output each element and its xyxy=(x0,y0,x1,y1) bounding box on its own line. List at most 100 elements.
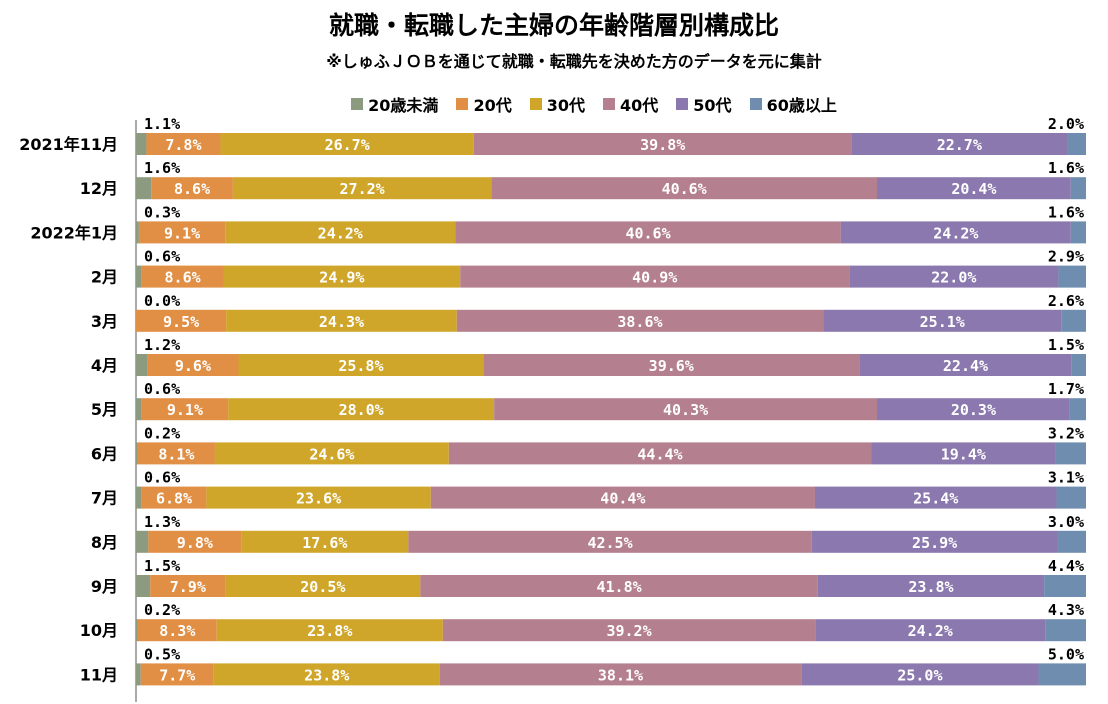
bar-segment xyxy=(483,354,860,376)
data-label: 0.2% xyxy=(144,601,180,619)
data-label: 23.8% xyxy=(307,622,352,640)
data-label: 2.9% xyxy=(1048,248,1084,266)
data-label: 2.0% xyxy=(1048,115,1084,133)
bar-segment xyxy=(220,133,474,155)
category-label: 3月 xyxy=(91,312,118,331)
category-label: 9月 xyxy=(91,577,118,596)
data-label: 38.6% xyxy=(617,313,662,331)
bar-segment xyxy=(1070,177,1086,200)
bar-segment xyxy=(456,309,824,332)
data-label: 1.5% xyxy=(1048,336,1084,354)
data-label: 9.8% xyxy=(177,534,213,552)
bar-segment xyxy=(238,354,484,376)
bar-segment xyxy=(136,575,151,597)
data-label: 40.4% xyxy=(600,490,645,508)
data-label: 3.1% xyxy=(1048,469,1084,487)
bar-segment xyxy=(877,398,1070,421)
bar-segment xyxy=(141,486,207,509)
category-label: 2月 xyxy=(91,268,118,287)
bar-segment xyxy=(136,486,142,509)
data-label: 9.5% xyxy=(163,313,199,331)
legend-label: 50代 xyxy=(693,96,732,115)
legend-label: 60歳以上 xyxy=(766,96,837,115)
bar-segment xyxy=(460,265,850,288)
data-label: 23.8% xyxy=(908,578,953,596)
legend-swatch xyxy=(676,98,689,110)
bar-segment xyxy=(1044,575,1086,597)
data-label: 4.3% xyxy=(1048,601,1084,619)
data-label: 0.6% xyxy=(144,248,180,266)
data-label: 24.9% xyxy=(319,269,364,287)
data-label: 44.4% xyxy=(637,445,682,463)
data-label: 1.6% xyxy=(1048,159,1084,177)
data-label: 17.6% xyxy=(302,534,347,552)
data-label: 20.5% xyxy=(300,578,345,596)
bar-segment xyxy=(851,133,1068,155)
bar-segment xyxy=(151,177,233,200)
data-label: 7.9% xyxy=(170,578,206,596)
legend-swatch xyxy=(603,98,615,110)
legend-swatch xyxy=(749,98,762,110)
bar-segment xyxy=(148,530,242,553)
data-label: 28.0% xyxy=(339,401,384,419)
bar-segment xyxy=(817,575,1045,597)
bar-segment xyxy=(1038,663,1086,686)
bar-segment xyxy=(137,619,217,642)
category-label: 8月 xyxy=(91,533,118,552)
category-label: 2022年1月 xyxy=(30,223,118,242)
bar-segment xyxy=(491,177,877,200)
data-label: 39.6% xyxy=(649,357,694,375)
bar-segment xyxy=(136,265,142,288)
data-label: 0.5% xyxy=(144,645,180,663)
data-label: 9.1% xyxy=(167,401,203,419)
bar-segment xyxy=(147,354,239,376)
data-label: 5.0% xyxy=(1048,645,1084,663)
bar-segment xyxy=(136,309,227,332)
legend: 20歳未満 20代 30代 40代 50代 60歳以上 xyxy=(0,92,1108,116)
bar-segment xyxy=(1055,442,1086,465)
bar-segment xyxy=(141,265,224,288)
data-label: 1.6% xyxy=(1048,203,1084,221)
data-label: 25.1% xyxy=(920,313,965,331)
data-label: 25.4% xyxy=(913,490,958,508)
chart-subtitle: ※しゅふＪＯＢを通じて就職・転職先を決めた方のデータを元に集計 xyxy=(326,52,822,71)
data-label: 23.6% xyxy=(296,490,341,508)
data-label: 3.0% xyxy=(1048,513,1084,531)
data-label: 1.7% xyxy=(1048,380,1084,398)
bar-segment xyxy=(1067,133,1086,155)
data-label: 24.6% xyxy=(309,445,354,463)
data-label: 0.3% xyxy=(144,203,180,221)
data-label: 25.9% xyxy=(912,534,957,552)
data-label: 7.7% xyxy=(159,666,195,684)
data-label: 6.8% xyxy=(156,490,192,508)
data-label: 42.5% xyxy=(587,534,632,552)
category-label: 10月 xyxy=(80,621,118,640)
legend-item: 20代 xyxy=(456,92,512,116)
data-label: 24.2% xyxy=(908,622,953,640)
data-label: 24.2% xyxy=(933,224,978,242)
bar-segment xyxy=(1069,398,1086,421)
legend-item: 60歳以上 xyxy=(749,92,837,116)
bar-segment xyxy=(1071,354,1086,376)
legend-item: 20歳未満 xyxy=(351,92,438,116)
data-label: 24.3% xyxy=(319,313,364,331)
legend-swatch xyxy=(456,98,469,110)
bar-segment xyxy=(136,663,141,686)
category-label: 11月 xyxy=(80,665,118,684)
bar-segment xyxy=(136,133,147,155)
data-label: 1.3% xyxy=(144,513,180,531)
legend-label: 20歳未満 xyxy=(368,96,439,115)
bar-segment xyxy=(206,486,431,509)
data-label: 1.6% xyxy=(144,159,180,177)
legend-item: 30代 xyxy=(529,92,585,116)
bar-segment xyxy=(225,575,421,597)
bar-segment xyxy=(150,575,226,597)
data-label: 39.8% xyxy=(640,136,685,154)
bar-segment xyxy=(494,398,877,421)
bar-segment xyxy=(877,177,1071,200)
bar-segment xyxy=(136,398,142,421)
data-label: 22.4% xyxy=(943,357,988,375)
data-label: 40.6% xyxy=(625,224,670,242)
bar-segment xyxy=(871,442,1056,465)
